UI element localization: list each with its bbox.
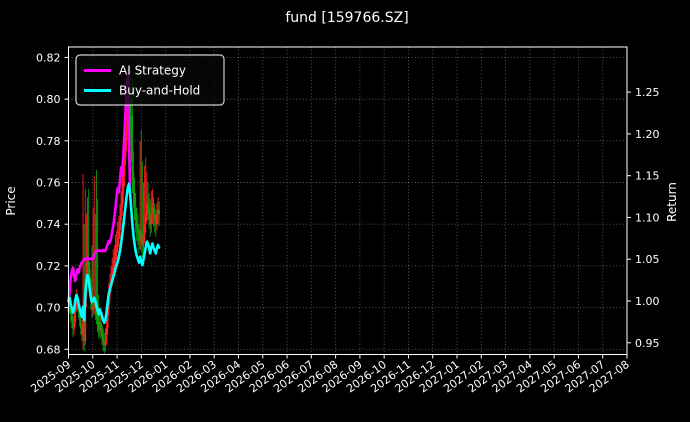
- price-tick-label: 0.72: [36, 260, 61, 273]
- price-tick-label: 0.80: [36, 93, 61, 106]
- candle-body: [144, 213, 147, 225]
- candle-body: [134, 207, 137, 221]
- legend-bh-label: Buy-and-Hold: [119, 84, 200, 98]
- candle-body: [116, 238, 119, 246]
- candle-body: [103, 340, 106, 346]
- candle-body: [98, 322, 101, 331]
- candle-body: [87, 261, 90, 271]
- candle-body: [125, 124, 128, 141]
- candle-body: [151, 207, 154, 214]
- candle-body: [115, 245, 118, 252]
- candle-body: [79, 320, 82, 329]
- candle-body: [141, 238, 144, 246]
- candle-body: [95, 307, 98, 316]
- candle-body: [113, 259, 116, 266]
- return-tick-label: 1.05: [635, 253, 660, 266]
- return-tick-label: 1.15: [635, 170, 660, 183]
- candle-body: [100, 322, 102, 329]
- plot-spine: [68, 46, 628, 355]
- legend-ai-label: AI Strategy: [119, 64, 186, 78]
- ai-strategy-line: [67, 74, 132, 303]
- candle-body: [122, 176, 125, 193]
- candle-body: [70, 313, 73, 321]
- candle-body: [149, 215, 152, 225]
- candle-body: [135, 220, 138, 229]
- price-tick-label: 0.82: [36, 51, 61, 64]
- candle-body: [121, 192, 124, 208]
- price-tick-label: 0.68: [36, 343, 61, 356]
- candle-body: [156, 215, 158, 225]
- candle-body: [104, 340, 107, 346]
- candle-body: [142, 234, 145, 246]
- legend-box: [75, 54, 225, 106]
- candle-body: [106, 309, 109, 329]
- candle-body: [129, 103, 131, 120]
- candle-body: [157, 209, 159, 216]
- buy-and-hold-path: [67, 182, 161, 325]
- return-tick-label: 1.25: [635, 86, 660, 99]
- price-tick-label: 0.76: [36, 177, 61, 190]
- candle-body: [93, 301, 96, 308]
- candle-body: [143, 224, 146, 235]
- candle-body: [78, 311, 81, 321]
- return-tick-label: 1.10: [635, 211, 660, 224]
- candle-body: [152, 207, 155, 214]
- candle-body: [140, 230, 143, 239]
- return-tick-label: 0.95: [635, 337, 660, 350]
- candle-body: [91, 301, 93, 310]
- candle-body: [72, 320, 74, 329]
- legend: AI Strategy Buy-and-Hold: [75, 54, 225, 106]
- candle-body: [73, 322, 75, 329]
- candle-body: [153, 213, 156, 221]
- price-tick-label: 0.74: [36, 218, 61, 231]
- candle-body: [132, 172, 135, 193]
- candle-body: [131, 115, 134, 173]
- candle-body: [102, 334, 105, 341]
- candle-body: [83, 318, 86, 341]
- buy-and-hold-line: [67, 182, 161, 325]
- candle-body: [158, 209, 161, 214]
- candle-body: [130, 119, 133, 145]
- candle-body: [139, 230, 142, 241]
- candle-body: [124, 140, 127, 158]
- return-axis-label: Return: [665, 182, 679, 222]
- candle-body: [75, 297, 78, 308]
- candle-body: [117, 230, 120, 239]
- candle-body: [112, 265, 115, 273]
- ai-strategy-path: [67, 74, 132, 303]
- candle-body: [81, 328, 83, 335]
- return-tick-label: 1.20: [635, 128, 660, 141]
- candle-body: [114, 251, 117, 260]
- candle-body: [82, 318, 84, 335]
- candle-body: [123, 157, 126, 177]
- candle-body: [96, 315, 99, 325]
- candle-body: [154, 220, 157, 225]
- candle-body: [147, 203, 149, 208]
- candle-body: [145, 203, 148, 214]
- candle-body: [86, 261, 89, 275]
- candle-body: [136, 228, 139, 235]
- candle-body: [101, 328, 103, 335]
- candle-body: [92, 307, 95, 310]
- price-tick-label: 0.78: [36, 135, 61, 148]
- price-tick-label: 0.70: [36, 302, 61, 315]
- candle-body: [133, 192, 136, 208]
- candle-body: [138, 234, 140, 241]
- return-tick-label: 1.00: [635, 295, 660, 308]
- candle-body: [74, 307, 77, 323]
- candle-body: [150, 213, 153, 225]
- candle-body: [120, 207, 122, 221]
- candle-body: [148, 207, 150, 216]
- candle-body: [119, 220, 121, 231]
- candle-body: [97, 324, 100, 331]
- price-axis-label: Price: [4, 186, 18, 215]
- chart-title: fund [159766.SZ]: [285, 10, 408, 26]
- candle-body: [88, 270, 91, 287]
- candle-body: [105, 328, 108, 341]
